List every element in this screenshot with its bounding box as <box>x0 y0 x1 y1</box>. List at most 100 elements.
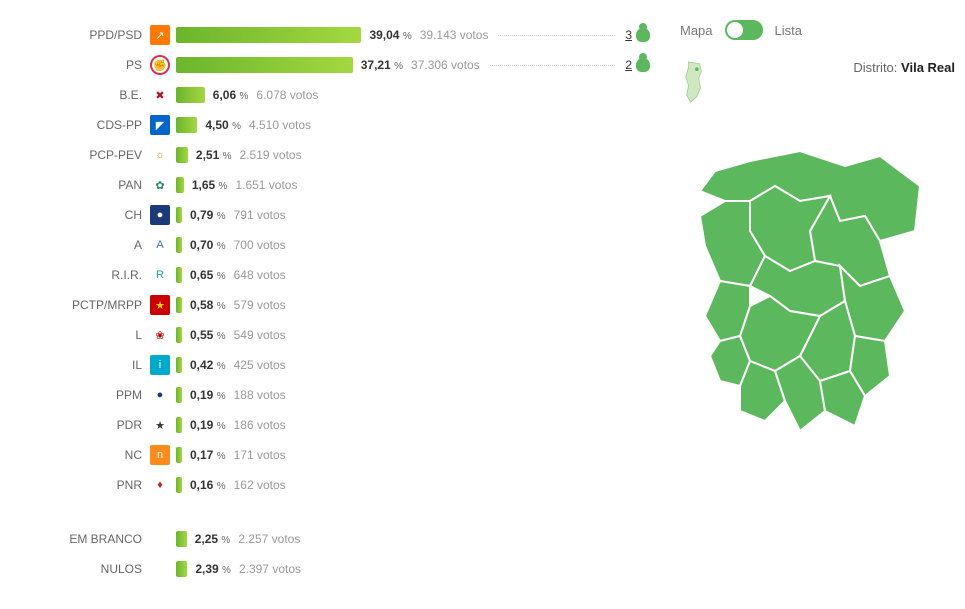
percent-value: 1,65 % <box>184 178 228 192</box>
votes-value: 549 votos <box>226 328 286 342</box>
bar-wrap: 0,55 %549 votos <box>176 327 366 343</box>
bar-wrap: 0,19 %188 votos <box>176 387 366 403</box>
percent-value: 2,25 % <box>187 532 231 546</box>
view-toggle[interactable]: Mapa Lista <box>680 20 955 40</box>
result-bar <box>176 27 361 43</box>
percent-value: 37,21 % <box>353 58 403 72</box>
party-icon: n <box>150 445 170 465</box>
votes-value: 171 votos <box>226 448 286 462</box>
bar-wrap: 0,42 %425 votos <box>176 357 366 373</box>
party-icon: ❀ <box>150 325 170 345</box>
party-row: PPM● 0,19 %188 votos <box>20 380 650 410</box>
party-name: NULOS <box>20 562 150 576</box>
bar-wrap: 0,17 %171 votos <box>176 447 366 463</box>
votes-value: 37.306 votos <box>403 58 480 72</box>
party-name: EM BRANCO <box>20 532 150 546</box>
bar-wrap: 39,04 %39.143 votos <box>176 27 488 43</box>
party-name: PPM <box>20 388 150 402</box>
result-bar <box>176 531 187 547</box>
votes-value: 4.510 votos <box>241 118 311 132</box>
party-row: CDS-PP◤4,50 %4.510 votos <box>20 110 650 140</box>
bar-wrap: 0,79 %791 votos <box>176 207 366 223</box>
percent-value: 6,06 % <box>205 88 249 102</box>
bar-wrap: 0,58 %579 votos <box>176 297 366 313</box>
percent-value: 39,04 % <box>361 28 411 42</box>
votes-value: 2.397 votos <box>231 562 301 576</box>
party-name: L <box>20 328 150 342</box>
party-name: PPD/PSD <box>20 28 150 42</box>
bar-wrap: 0,65 %648 votos <box>176 267 366 283</box>
country-mini-map <box>680 60 710 106</box>
result-bar <box>176 117 197 133</box>
party-row: PPD/PSD↗ 39,04 %39.143 votos 3 <box>20 20 650 50</box>
party-icon: ● <box>150 385 170 405</box>
percent-value: 2,51 % <box>188 148 232 162</box>
percent-value: 0,19 % <box>182 388 226 402</box>
party-icon: ♦ <box>150 475 170 495</box>
votes-value: 791 votos <box>226 208 286 222</box>
party-icon: R <box>150 265 170 285</box>
party-name: PAN <box>20 178 150 192</box>
party-row: PNR♦ 0,16 %162 votos <box>20 470 650 500</box>
votes-value: 648 votos <box>226 268 286 282</box>
district-map[interactable] <box>680 146 940 446</box>
party-icon: A <box>150 235 170 255</box>
party-icon: ● <box>150 205 170 225</box>
percent-value: 0,70 % <box>182 238 226 252</box>
votes-value: 1.651 votos <box>227 178 297 192</box>
district-label: Distrito: Vila Real <box>728 60 955 75</box>
party-row: B.E.✖6,06 %6.078 votos <box>20 80 650 110</box>
party-row: NULOS 2,39 %2.397 votos <box>20 554 650 584</box>
votes-value: 162 votos <box>226 478 286 492</box>
bar-wrap: 6,06 %6.078 votos <box>176 87 366 103</box>
bar-wrap: 4,50 %4.510 votos <box>176 117 366 133</box>
party-row: PAN✿1,65 %1.651 votos <box>20 170 650 200</box>
percent-value: 2,39 % <box>187 562 231 576</box>
party-name: B.E. <box>20 88 150 102</box>
party-name: R.I.R. <box>20 268 150 282</box>
party-row: R.I.R.R 0,65 %648 votos <box>20 260 650 290</box>
bar-wrap: 0,19 %186 votos <box>176 417 366 433</box>
seats-count[interactable]: 2 <box>625 58 650 72</box>
result-bar <box>176 177 184 193</box>
bar-wrap: 2,51 %2.519 votos <box>176 147 366 163</box>
percent-value: 0,58 % <box>182 298 226 312</box>
person-icon <box>636 58 650 72</box>
party-row: EM BRANCO 2,25 %2.257 votos <box>20 524 650 554</box>
party-name: PCP-PEV <box>20 148 150 162</box>
party-name: A <box>20 238 150 252</box>
bar-wrap: 1,65 %1.651 votos <box>176 177 366 193</box>
toggle-label-lista: Lista <box>775 23 802 38</box>
party-row: ILi0,42 %425 votos <box>20 350 650 380</box>
party-name: PNR <box>20 478 150 492</box>
result-bar <box>176 561 187 577</box>
seats-count[interactable]: 3 <box>625 28 650 42</box>
party-row: CH●0,79 %791 votos <box>20 200 650 230</box>
percent-value: 0,79 % <box>182 208 226 222</box>
party-row: AA 0,70 %700 votos <box>20 230 650 260</box>
percent-value: 0,42 % <box>182 358 226 372</box>
percent-value: 0,19 % <box>182 418 226 432</box>
party-icon: ☼ <box>150 145 170 165</box>
party-name: IL <box>20 358 150 372</box>
party-icon: ★ <box>150 415 170 435</box>
percent-value: 0,16 % <box>182 478 226 492</box>
percent-value: 0,65 % <box>182 268 226 282</box>
party-icon: ↗ <box>150 25 170 45</box>
votes-value: 2.519 votos <box>232 148 302 162</box>
toggle-switch[interactable] <box>725 20 763 40</box>
toggle-label-mapa: Mapa <box>680 23 713 38</box>
party-row: NCn0,17 %171 votos <box>20 440 650 470</box>
party-row: PS✊37,21 %37.306 votos2 <box>20 50 650 80</box>
votes-value: 188 votos <box>226 388 286 402</box>
bar-wrap: 2,25 %2.257 votos <box>176 531 366 547</box>
votes-value: 186 votos <box>226 418 286 432</box>
percent-value: 4,50 % <box>197 118 241 132</box>
result-bar <box>176 87 205 103</box>
party-name: PDR <box>20 418 150 432</box>
votes-value: 579 votos <box>226 298 286 312</box>
votes-value: 6.078 votos <box>248 88 318 102</box>
bar-wrap: 0,16 %162 votos <box>176 477 366 493</box>
votes-value: 700 votos <box>226 238 286 252</box>
party-row: PDR★ 0,19 %186 votos <box>20 410 650 440</box>
